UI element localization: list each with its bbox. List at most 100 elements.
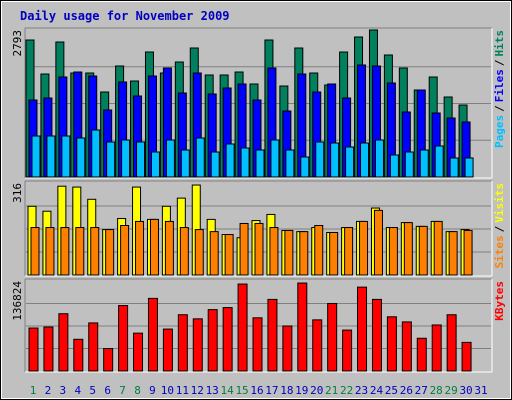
- x-tick-label: 21: [325, 384, 338, 397]
- bar: [150, 151, 160, 178]
- bar: [300, 156, 310, 178]
- bar: [461, 341, 472, 372]
- bar: [73, 338, 84, 372]
- bar: [103, 347, 114, 372]
- bar: [239, 222, 249, 276]
- bar: [120, 225, 130, 276]
- x-tick-label: 18: [280, 384, 293, 397]
- x-tick-label: 15: [235, 384, 248, 397]
- bar: [270, 139, 280, 178]
- bar: [269, 227, 279, 276]
- bar: [61, 135, 71, 178]
- x-tick-label: 13: [206, 384, 219, 397]
- bar: [359, 220, 369, 276]
- x-tick-label: 4: [74, 384, 81, 397]
- x-tick-label: 20: [310, 384, 323, 397]
- bar: [267, 298, 278, 372]
- bar: [222, 307, 233, 372]
- bar: [207, 309, 218, 372]
- bar: [135, 220, 145, 276]
- bar: [373, 209, 383, 276]
- bar: [237, 283, 248, 372]
- bar: [345, 146, 355, 178]
- y-max-label: 136824: [11, 281, 24, 321]
- bar: [91, 129, 101, 178]
- x-tick-label: 30: [459, 384, 472, 397]
- x-tick-label: 31: [474, 384, 487, 397]
- x-tick-label: 11: [176, 384, 189, 397]
- x-tick-label: 25: [385, 384, 398, 397]
- x-tick-label: 5: [89, 384, 96, 397]
- bar: [388, 227, 398, 276]
- bar: [371, 298, 382, 372]
- legend: Sites / Visits: [493, 183, 506, 269]
- bar: [330, 142, 340, 178]
- legend: KBytes: [493, 281, 506, 321]
- bar: [344, 227, 354, 276]
- x-tick-label: 24: [370, 384, 384, 397]
- legend-separator: /: [493, 225, 506, 232]
- bar: [240, 147, 250, 178]
- y-max-label: 2793: [11, 30, 24, 57]
- bar: [179, 227, 189, 276]
- bar: [194, 229, 204, 276]
- x-tick-label: 26: [400, 384, 413, 397]
- bar: [404, 151, 414, 178]
- bar: [225, 143, 235, 178]
- bar: [133, 332, 144, 372]
- bar: [434, 145, 444, 178]
- bar: [46, 135, 56, 178]
- x-tick-label: 9: [149, 384, 156, 397]
- x-tick-label: 23: [355, 384, 368, 397]
- bar: [386, 316, 397, 372]
- x-tick-label: 6: [104, 384, 111, 397]
- bar: [315, 141, 325, 178]
- bar: [312, 319, 323, 372]
- bar: [75, 227, 85, 276]
- bar: [164, 220, 174, 276]
- bar: [314, 225, 324, 276]
- bar: [147, 297, 158, 372]
- legend-entry: Files: [493, 69, 506, 102]
- bar: [45, 227, 55, 276]
- bar: [254, 222, 264, 276]
- bar: [31, 135, 41, 178]
- x-tick-label: 27: [415, 384, 428, 397]
- bar: [448, 231, 458, 276]
- bar: [106, 141, 116, 178]
- x-tick-label: 1: [30, 384, 37, 397]
- bar: [449, 157, 459, 178]
- bar: [252, 317, 263, 372]
- bar: [43, 326, 54, 372]
- x-tick-label: 7: [119, 384, 126, 397]
- bar: [136, 141, 146, 178]
- bar: [88, 322, 99, 372]
- bar: [195, 137, 205, 178]
- bar: [431, 324, 442, 372]
- bar: [416, 337, 427, 372]
- bar: [389, 154, 399, 178]
- bar: [446, 314, 457, 372]
- legend-entry: KBytes: [493, 281, 506, 321]
- bar: [255, 149, 265, 178]
- bar: [209, 231, 219, 276]
- legend-entry: Visits: [493, 183, 506, 223]
- bar: [357, 286, 368, 372]
- bar: [374, 139, 384, 178]
- bar: [90, 227, 100, 276]
- x-tick-label: 3: [60, 384, 67, 397]
- bar: [60, 227, 70, 276]
- bar: [149, 218, 159, 276]
- bar: [28, 327, 39, 372]
- bar: [58, 313, 69, 372]
- bar: [285, 149, 295, 178]
- bar: [192, 318, 203, 372]
- bar: [403, 222, 413, 276]
- x-tick-label: 8: [134, 384, 141, 397]
- bar: [360, 142, 370, 178]
- bar: [401, 321, 412, 372]
- bar: [418, 225, 428, 276]
- bar: [433, 220, 443, 276]
